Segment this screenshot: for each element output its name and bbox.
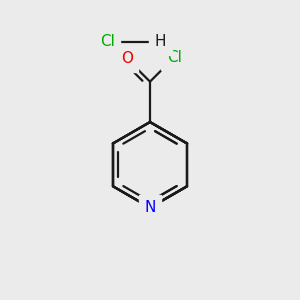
Text: Cl: Cl xyxy=(100,34,115,49)
Text: Cl: Cl xyxy=(167,50,182,65)
Text: N: N xyxy=(144,200,156,215)
Text: O: O xyxy=(121,51,133,66)
Text: H: H xyxy=(155,34,167,49)
